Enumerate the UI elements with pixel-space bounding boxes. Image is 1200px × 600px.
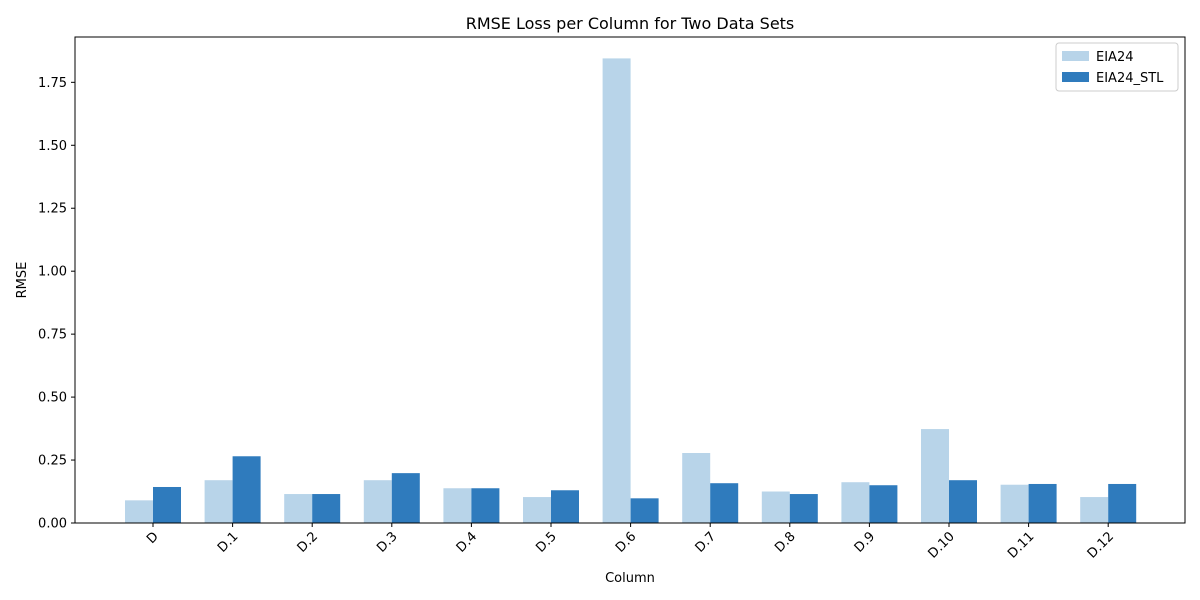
bar-eia24-d-9: [841, 482, 870, 523]
bar-eia24-stl-d-5: [551, 490, 579, 523]
bar-eia24-stl-d: [153, 486, 181, 523]
bar-eia24-stl-d-11: [1028, 483, 1057, 523]
legend-swatch: [1062, 72, 1089, 82]
bar-eia24-stl-d-7: [710, 483, 739, 523]
bar-eia24-d-12: [1080, 497, 1109, 523]
bar-eia24-d-2: [284, 494, 313, 523]
y-tick-label: 0.75: [38, 328, 67, 343]
bar-eia24-stl-d-12: [1108, 483, 1137, 523]
bar-eia24-stl-d-1: [232, 456, 261, 523]
bar-eia24-stl-d-3: [391, 473, 420, 523]
y-tick-label: 0.25: [38, 454, 67, 469]
y-tick-label: 0.00: [38, 517, 67, 532]
y-tick-label: 1.00: [38, 265, 67, 280]
bar-eia24-d-5: [523, 497, 551, 523]
bar-eia24-d-7: [682, 453, 711, 523]
bar-eia24-d-3: [363, 480, 392, 523]
bar-eia24-d-6: [602, 58, 631, 524]
y-tick-label: 1.25: [38, 202, 67, 217]
bar-eia24-stl-d-8: [789, 494, 818, 523]
bar-eia24-stl-d-4: [471, 488, 500, 523]
bar-eia24-stl-d-9: [869, 485, 898, 523]
legend: EIA24 EIA24_STL: [1055, 42, 1179, 92]
x-axis-label: Column: [605, 571, 655, 586]
y-axis-label: RMSE: [15, 262, 30, 299]
bar-eia24-stl-d-2: [312, 494, 341, 523]
legend-entry-label: EIA24: [1096, 50, 1133, 65]
bar-eia24-d-1: [204, 480, 233, 523]
bar-eia24-d-4: [443, 488, 472, 523]
axes-frame: [74, 36, 1186, 524]
bar-eia24-stl-d-10: [949, 480, 977, 523]
bar-eia24-stl-d-6: [630, 498, 659, 523]
bar-eia24-d-11: [1000, 484, 1029, 523]
bar-eia24-d-8: [761, 491, 790, 523]
chart-title: RMSE Loss per Column for Two Data Sets: [466, 14, 795, 33]
legend-swatch: [1062, 51, 1089, 61]
bar-eia24-d-10: [921, 429, 949, 523]
legend-entry-label: EIA24_STL: [1096, 71, 1164, 86]
bar-eia24-d: [125, 500, 153, 523]
y-tick-label: 1.75: [38, 76, 67, 91]
y-tick-label: 0.50: [38, 391, 67, 406]
y-tick-label: 1.50: [38, 139, 67, 154]
